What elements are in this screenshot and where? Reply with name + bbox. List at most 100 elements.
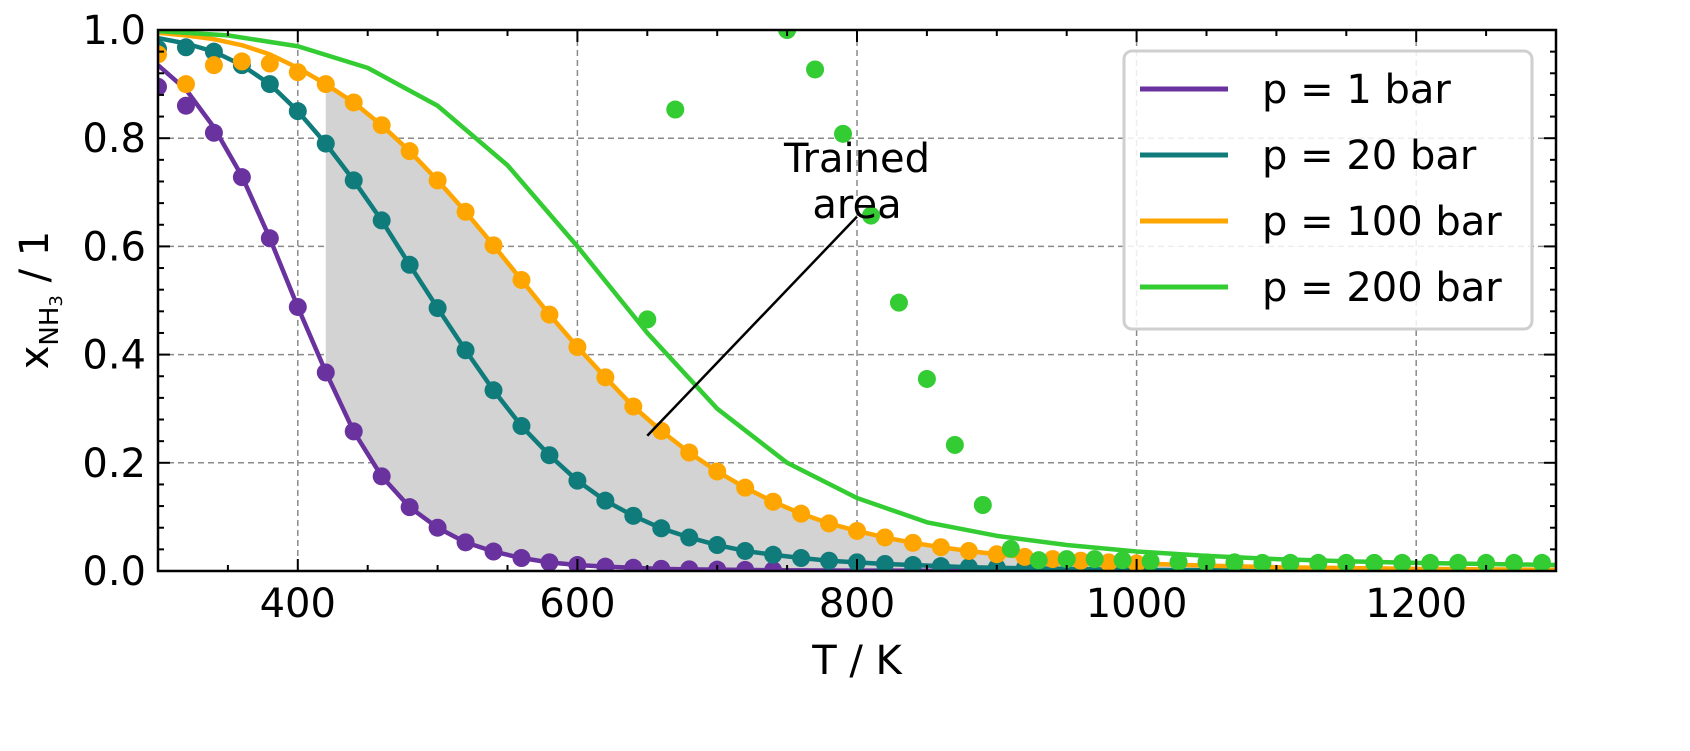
point-p-100-bar: [596, 368, 615, 387]
point-p-100-bar: [903, 533, 922, 552]
point-p-100-bar: [848, 521, 866, 540]
point-p-100-bar: [204, 56, 223, 75]
point-p-100-bar: [680, 443, 699, 462]
point-p-1-bar: [372, 467, 391, 486]
point-p-100-bar: [176, 75, 195, 94]
legend-box: [1122, 49, 1534, 331]
point-p-100-bar: [792, 504, 811, 523]
point-p-100-bar: [372, 116, 391, 135]
point-p-200-bar: [1225, 553, 1244, 571]
point-p-200-bar: [1365, 553, 1384, 571]
point-p-200-bar: [1085, 550, 1104, 569]
point-p-20-bar: [903, 556, 922, 571]
point-p-100-bar: [456, 202, 475, 221]
point-p-1-bar: [158, 77, 167, 96]
point-p-100-bar: [512, 270, 531, 289]
y-tick-labels: 0.0 0.2 0.4 0.6 0.8 1.0: [82, 8, 146, 595]
point-p-100-bar: [624, 397, 643, 416]
svg-text:xNH3 / 1: xNH3 / 1: [12, 231, 67, 369]
point-p-1-bar: [484, 542, 503, 561]
point-p-200-bar: [1141, 552, 1160, 571]
point-p-20-bar: [736, 541, 755, 560]
y-axis-label-main: x: [12, 346, 58, 370]
point-p-200-bar: [889, 293, 908, 312]
point-p-20-bar: [428, 299, 447, 318]
point-p-100-bar: [931, 538, 950, 557]
x-tick-label: 400: [260, 581, 336, 627]
point-p-100-bar: [288, 63, 307, 82]
point-p-100-bar: [1015, 547, 1034, 566]
point-p-200-bar: [1477, 553, 1496, 571]
point-p-20-bar: [316, 134, 335, 153]
point-p-1-bar: [316, 363, 335, 382]
point-p-200-bar: [917, 369, 936, 388]
point-p-200-bar: [1113, 551, 1132, 570]
y-tick-label: 0.0: [82, 549, 146, 595]
point-p-100-bar: [316, 75, 335, 94]
point-p-20-bar: [400, 255, 419, 274]
point-p-200-bar: [638, 310, 657, 329]
point-p-200-bar: [1197, 553, 1216, 571]
point-p-20-bar: [875, 554, 894, 571]
legend-label-p200: p = 200 bar: [1262, 265, 1502, 311]
point-p-200-bar: [1057, 550, 1076, 569]
point-p-1-bar: [344, 422, 363, 441]
point-p-100-bar: [1099, 553, 1118, 571]
point-p-20-bar: [792, 549, 811, 568]
point-p-200-bar: [1449, 553, 1468, 571]
y-axis-label-rest: / 1: [12, 231, 58, 295]
x-tick-label: 1200: [1365, 581, 1467, 627]
point-p-1-bar: [400, 498, 419, 517]
point-p-1-bar: [176, 96, 195, 115]
point-p-1-bar: [260, 229, 279, 248]
point-p-200-bar: [806, 60, 825, 79]
y-tick-label: 0.2: [82, 441, 146, 487]
point-p-200-bar: [861, 206, 880, 225]
point-p-200-bar: [1253, 553, 1272, 571]
y-tick-label: 1.0: [82, 8, 146, 54]
point-p-20-bar: [176, 38, 195, 57]
y-tick-label: 0.6: [82, 224, 146, 270]
y-tick-label: 0.8: [82, 116, 146, 162]
point-p-1-bar: [680, 560, 699, 571]
point-p-1-bar: [428, 518, 447, 537]
point-p-20-bar: [540, 446, 559, 465]
point-p-1-bar: [232, 168, 251, 187]
x-axis-label: T / K: [811, 638, 903, 684]
y-axis-label-sub: NH: [35, 307, 65, 346]
point-p-100-bar: [820, 514, 839, 533]
point-p-20-bar: [484, 381, 503, 400]
trained-area-region: [325, 84, 1556, 571]
annotation-text-line-2: area: [812, 182, 901, 228]
point-p-20-bar: [708, 536, 727, 555]
point-p-20-bar: [764, 545, 783, 564]
point-p-200-bar: [834, 124, 853, 143]
point-p-20-bar: [372, 211, 391, 230]
x-tick-label: 1000: [1086, 581, 1188, 627]
point-p-200-bar: [945, 435, 964, 454]
legend-label-p20: p = 20 bar: [1262, 133, 1477, 179]
point-p-200-bar: [1169, 552, 1188, 571]
point-p-20-bar: [204, 42, 223, 61]
x-tick-label: 600: [539, 581, 615, 627]
point-p-100-bar: [708, 462, 727, 481]
point-p-1-bar: [288, 297, 307, 316]
point-p-100-bar: [232, 52, 251, 71]
point-p-100-bar: [484, 236, 503, 255]
point-p-1-bar: [764, 561, 783, 571]
point-p-1-bar: [456, 533, 475, 552]
point-p-100-bar: [875, 528, 894, 547]
point-p-100-bar: [428, 171, 447, 190]
point-p-100-bar: [568, 338, 587, 357]
point-p-100-bar: [260, 54, 279, 73]
legend-label-p100: p = 100 bar: [1262, 199, 1502, 245]
legend-label-p1: p = 1 bar: [1262, 67, 1451, 113]
point-p-100-bar: [959, 541, 978, 560]
axis-ticks: [157, 29, 1557, 572]
point-p-100-bar: [158, 45, 167, 64]
point-p-20-bar: [652, 519, 671, 538]
point-p-1-bar: [624, 558, 643, 571]
point-p-20-bar: [596, 491, 615, 510]
point-p-200-bar: [1533, 553, 1552, 571]
